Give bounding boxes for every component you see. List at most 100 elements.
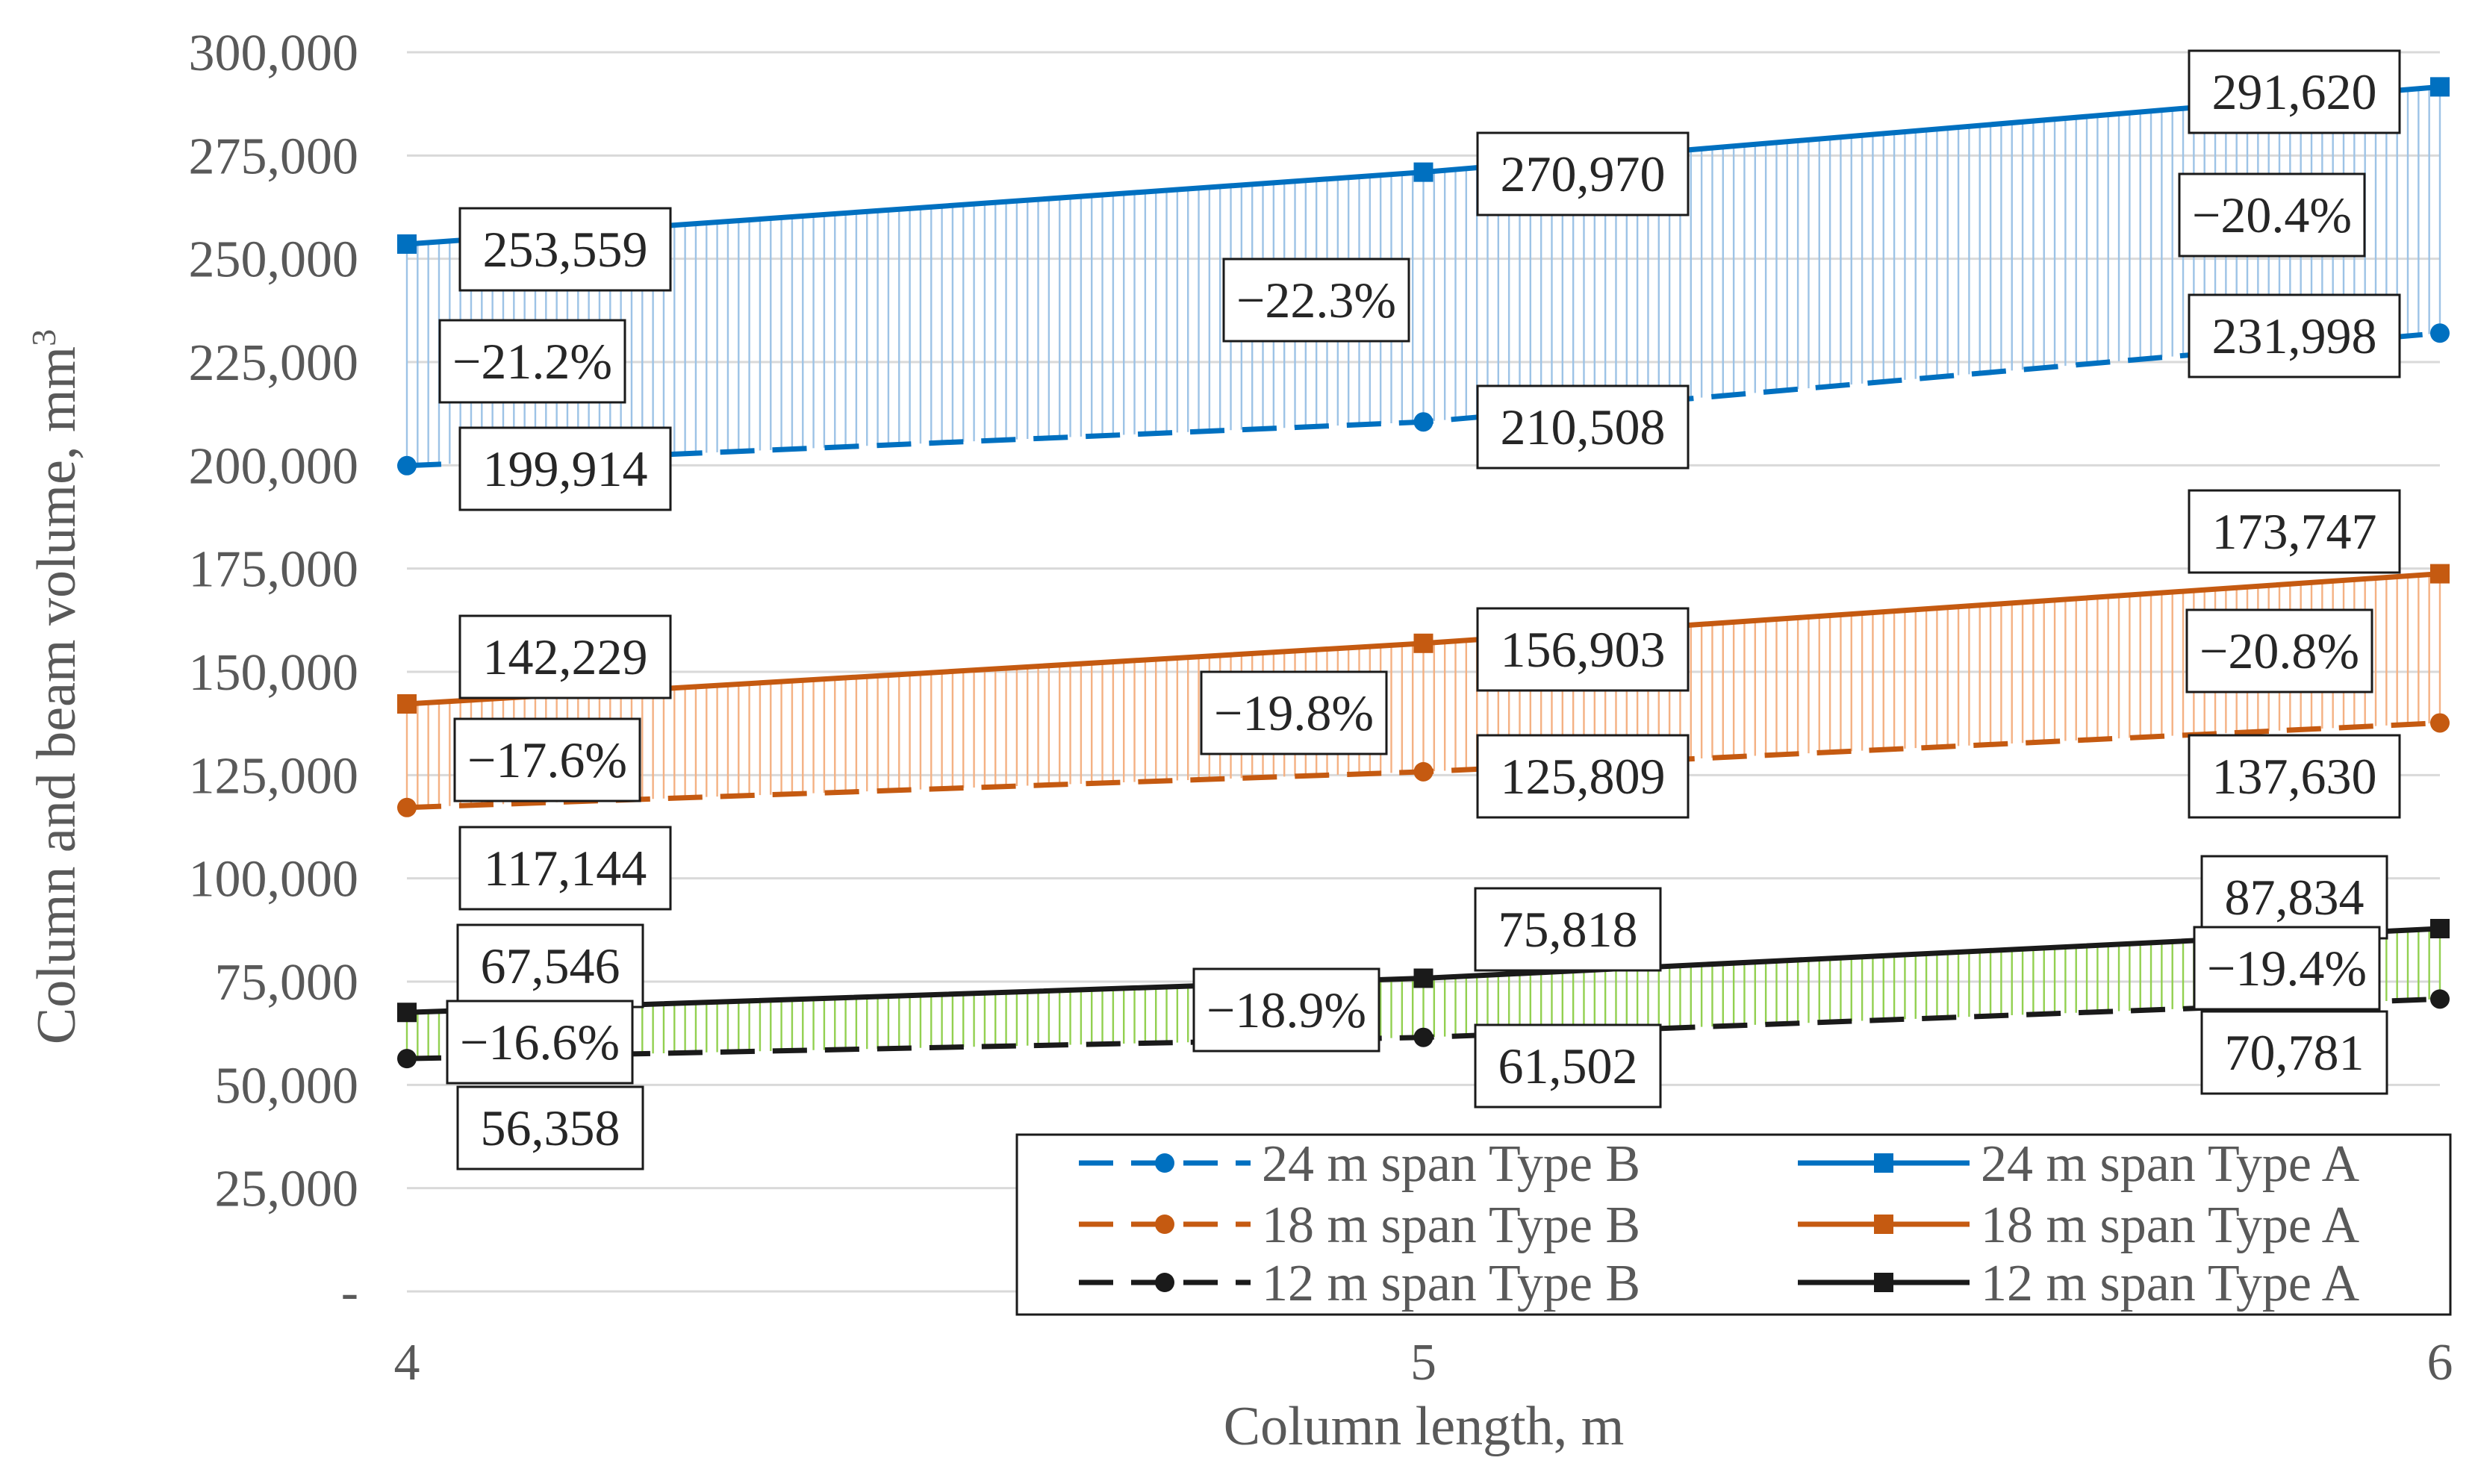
label-text: −19.4% — [2207, 940, 2367, 997]
label-box — [458, 614, 672, 699]
legend-marker — [1155, 1153, 1174, 1173]
label-box — [2188, 49, 2401, 134]
reduction-label-18m: −19.8% — [1200, 670, 1388, 755]
y-axis-title-main: Column and beam volume, mm — [26, 346, 87, 1044]
value-label-18m-type-a: 156,903 — [1476, 607, 1690, 692]
data-point — [1413, 1027, 1433, 1047]
data-point — [2430, 323, 2450, 343]
x-tick-label: 6 — [2427, 1334, 2453, 1391]
label-box — [2178, 172, 2366, 258]
label-box — [1476, 384, 1690, 470]
legend-label: 18 m span Type B — [1262, 1197, 1640, 1254]
label-text: 142,229 — [483, 629, 648, 685]
label-box — [2188, 734, 2401, 819]
label-box — [456, 923, 644, 1008]
x-tick-label: 4 — [394, 1334, 420, 1391]
value-label-12m-type-a: 67,546 — [456, 923, 644, 1008]
label-box — [1476, 734, 1690, 819]
y-tick-label: 300,000 — [189, 25, 359, 82]
label-box — [2200, 1010, 2388, 1095]
value-label-18m-type-b: 117,144 — [458, 826, 672, 911]
legend-box — [1015, 1133, 2452, 1316]
value-label-18m-type-a: 142,229 — [458, 614, 672, 699]
legend-label: 24 m span Type B — [1262, 1135, 1640, 1193]
label-box — [1476, 131, 1690, 216]
legend-marker — [1874, 1273, 1893, 1292]
value-label-24m-type-b: 231,998 — [2188, 293, 2401, 378]
y-tick-label: 125,000 — [189, 747, 359, 805]
data-point — [2430, 713, 2450, 733]
label-text: 199,914 — [483, 440, 648, 497]
data-point — [2430, 918, 2450, 938]
label-text: 270,970 — [1501, 146, 1666, 202]
y-tick-label: - — [341, 1264, 358, 1321]
y-axis-title: Column and beam volume, mm3 — [25, 329, 87, 1044]
difference-shading — [405, 87, 2441, 1059]
label-text: 231,998 — [2212, 308, 2377, 364]
data-point — [397, 1003, 417, 1023]
label-box — [2185, 608, 2373, 693]
label-box — [2193, 926, 2381, 1011]
label-text: −17.6% — [467, 732, 627, 788]
value-label-18m-type-b: 125,809 — [1476, 734, 1690, 819]
reduction-label-12m: −19.4% — [2193, 926, 2381, 1011]
label-box — [458, 207, 672, 292]
label-text: 87,834 — [2225, 869, 2365, 926]
label-text: 61,502 — [1498, 1038, 1638, 1094]
y-tick-label: 150,000 — [189, 644, 359, 702]
reduction-label-24m: −22.3% — [1222, 258, 1410, 343]
y-tick-label: 50,000 — [215, 1057, 359, 1114]
series-18m-type-a — [397, 564, 2450, 714]
label-box — [1474, 1023, 1662, 1109]
label-text: 75,818 — [1498, 901, 1638, 958]
label-text: −16.6% — [460, 1014, 620, 1070]
shading-24m — [405, 87, 2441, 466]
data-point — [397, 455, 417, 476]
legend: 24 m span Type B 24 m span Type A18 m spa… — [1015, 1133, 2452, 1316]
legend-marker — [1155, 1273, 1174, 1292]
data-point — [2430, 77, 2450, 97]
series-24m-type-a — [397, 77, 2450, 254]
label-text: 56,358 — [481, 1100, 620, 1156]
data-point — [1413, 162, 1433, 182]
legend-label: 18 m span Type A — [1981, 1197, 2360, 1254]
y-tick-label: 100,000 — [189, 851, 359, 908]
label-text: −22.3% — [1236, 272, 1396, 328]
y-tick-label: 225,000 — [189, 334, 359, 392]
label-text: −19.8% — [1214, 685, 1374, 741]
y-tick-label: 200,000 — [189, 437, 359, 495]
x-axis-ticks: 4 5 6 — [394, 1334, 2453, 1391]
label-text: 125,809 — [1501, 748, 1666, 805]
reduction-label-12m: −16.6% — [446, 1000, 634, 1085]
legend-marker — [1874, 1215, 1893, 1234]
series-12m-type-b — [397, 989, 2450, 1069]
label-box — [458, 426, 672, 511]
label-text: −20.8% — [2200, 623, 2359, 679]
label-text: 173,747 — [2212, 503, 2377, 560]
value-label-12m-type-a: 75,818 — [1474, 887, 1662, 972]
value-label-12m-type-b: 61,502 — [1474, 1023, 1662, 1109]
value-label-24m-type-a: 253,559 — [458, 207, 672, 292]
label-text: 67,546 — [481, 938, 620, 994]
value-label-12m-type-b: 70,781 — [2200, 1010, 2388, 1095]
data-point — [397, 693, 417, 714]
label-box — [456, 1085, 644, 1170]
data-point — [397, 1049, 417, 1069]
reduction-label-18m: −20.8% — [2185, 608, 2373, 693]
label-text: 210,508 — [1501, 399, 1666, 455]
value-label-24m-type-b: 199,914 — [458, 426, 672, 511]
label-box — [1200, 670, 1388, 755]
x-tick-label: 5 — [1410, 1334, 1436, 1391]
label-text: 253,559 — [483, 221, 648, 278]
reduction-label-12m: −18.9% — [1192, 967, 1380, 1053]
label-box — [2188, 489, 2401, 574]
label-text: 70,781 — [2225, 1024, 2365, 1081]
label-box — [453, 717, 641, 802]
value-label-24m-type-b: 210,508 — [1476, 384, 1690, 470]
value-label-12m-type-a: 87,834 — [2200, 855, 2388, 940]
y-tick-label: 25,000 — [215, 1161, 359, 1218]
y-axis-ticks: - 25,000 50,000 75,000 100,000 125,000 150,000… — [189, 25, 359, 1321]
label-box — [2200, 855, 2388, 940]
label-text: 137,630 — [2212, 748, 2377, 805]
